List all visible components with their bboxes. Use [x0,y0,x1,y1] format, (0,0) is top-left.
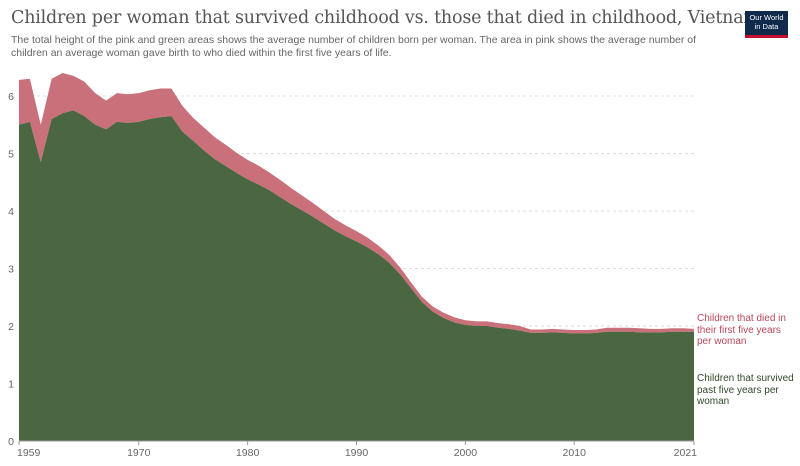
x-tick-label: 2021 [674,447,698,459]
x-tick-label: 1959 [17,447,41,459]
y-tick-label: 4 [8,206,14,218]
survived-area[interactable] [19,110,694,441]
died-area[interactable] [19,73,694,334]
y-tick-label: 6 [8,91,14,103]
survived-series-label: Children that survived past five years p… [697,373,794,407]
owid-logo[interactable]: Our World in Data [745,11,788,38]
x-tick-label: 1970 [127,447,151,459]
y-tick-label: 0 [8,436,14,448]
y-tick-label: 5 [8,149,14,161]
y-tick-label: 3 [8,264,14,276]
y-tick-label: 2 [8,321,14,333]
x-tick-label: 1990 [345,447,369,459]
area-layer [19,73,694,441]
chart-subtitle: The total height of the pink and green a… [11,34,697,59]
x-tick-label: 2000 [454,447,478,459]
axis-layer: 0 1 2 3 4 5 6 1959 1970 1980 1990 2000 2010 2021 [8,91,697,459]
died-series-label: Children that died in their first five y… [697,313,786,347]
x-tick-label: 2010 [563,447,587,459]
x-tick-label: 1980 [236,447,260,459]
y-tick-label: 1 [8,379,14,391]
logo-line-1: Our World [749,13,784,22]
logo-line-2: in Data [754,22,779,31]
chart-title: Children per woman that survived childho… [11,8,760,28]
